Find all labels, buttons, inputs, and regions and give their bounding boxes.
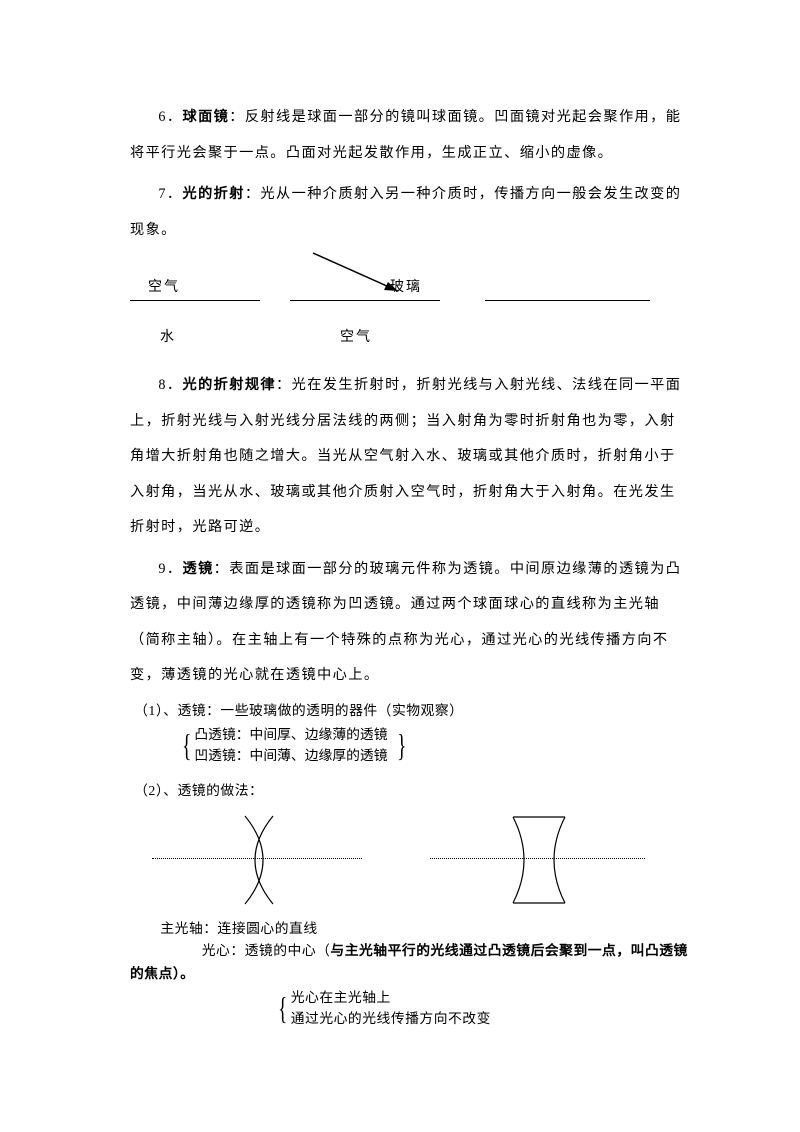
section-6: 6．球面镜：反射线是球面一部分的镜叫球面镜。凹面镜对光起会聚作用，能将平行光会聚… [130,100,690,171]
sec9-label: 9． [158,561,182,577]
sec8-text: ：光在发生折射时，折射光线与入射光线、法线在同一平面上，折射光线与入射光线分居法… [130,377,681,535]
final-line3: 的焦点 [130,966,173,981]
sec6-title: 球面镜 [182,109,229,125]
sec9-text: ：表面是球面一部分的玻璃元件称为透镜。中间原边缘薄的透镜为凸透镜，中间薄边缘厚的… [130,561,681,684]
line-right [485,300,650,301]
final-bl2: 通过光心的光线传播方向不改变 [291,1008,491,1029]
label-water: 水 [160,320,176,355]
sec7-title: 光的折射 [182,186,244,202]
final-line2b: 与主光轴平行的光线通过凸透镜后会聚到一点，叫凸透镜 [330,943,687,958]
section-8: 8．光的折射规律：光在发生折射时，折射光线与入射光线、法线在同一平面上，折射光线… [130,368,690,546]
sub1-brace: { 凸透镜：中间厚、边缘薄的透镜 凹透镜：中间薄、边缘厚的透镜 } [179,724,690,767]
final-block: 主光轴：连接圆心的直线 光心：透镜的中心（与主光轴平行的光线通过凸透镜后会聚到一… [130,918,690,1029]
sec8-title: 光的折射规律 [182,377,276,393]
convex-lens-icon [215,814,305,906]
sec7-label: 7． [158,186,182,202]
final-line3b: ）。 [173,966,195,981]
sub1-convex: 凸透镜：中间厚、边缘薄的透镜 [194,724,387,745]
section-9: 9．透镜：表面是球面一部分的玻璃元件称为透镜。中间原边缘薄的透镜为凸透镜，中间薄… [130,552,690,694]
line-mid [290,300,440,301]
left-brace-2-icon: { [278,998,288,1019]
sub2-line1: （2）、透镜的做法： [130,780,690,802]
sub1-concave: 凹透镜：中间薄、边缘厚的透镜 [194,745,387,766]
line-left [130,300,260,301]
refraction-diagram: 空气 水 玻璃 空气 [130,258,690,368]
lens-diagram [130,808,690,918]
concave-lens-icon [495,814,585,906]
right-brace-icon: } [397,735,406,756]
sec9-title: 透镜 [182,561,213,577]
final-line1: 主光轴：连接圆心的直线 [160,918,690,940]
sec8-label: 8． [158,377,182,393]
sub1-line1: （1）、透镜：一些玻璃做的透明的器件（实物观察） [130,700,690,722]
left-brace-icon: { [182,735,191,756]
final-line2a: 光心：透镜的中心（ [202,943,331,958]
sec6-label: 6． [158,109,182,125]
label-air-mid: 空气 [340,320,372,355]
final-brace: { 光心在主光轴上 通过光心的光线传播方向不改变 [275,987,690,1030]
section-7: 7．光的折射：光从一种介质射入另一种介质时，传播方向一般会发生改变的现象。 [130,177,690,248]
final-bl1: 光心在主光轴上 [291,987,491,1008]
